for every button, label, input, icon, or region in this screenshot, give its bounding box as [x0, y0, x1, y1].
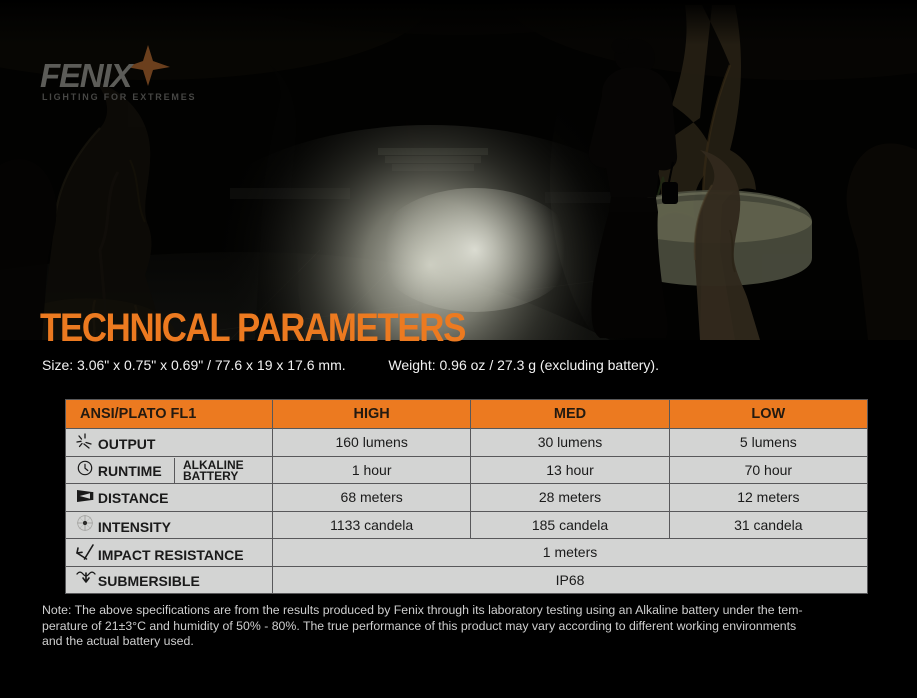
svg-text:FENIX: FENIX — [40, 57, 134, 94]
svg-text:LIGHTING FOR EXTREMES: LIGHTING FOR EXTREMES — [42, 92, 196, 102]
